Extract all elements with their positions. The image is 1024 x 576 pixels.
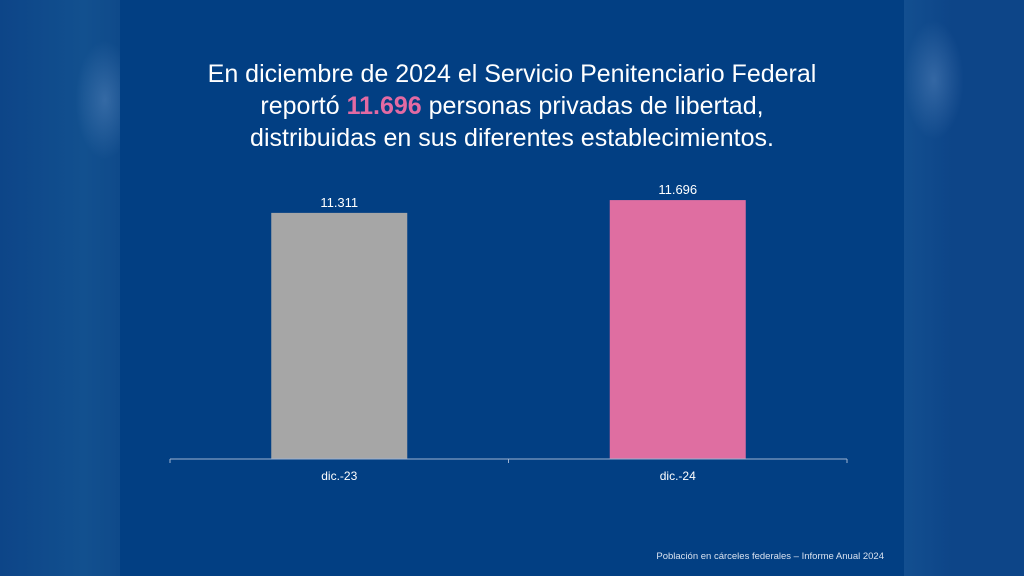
footer-caption: Población en cárceles federales – Inform…: [656, 551, 884, 562]
bar-chart: 11.311 dic.-23 11.696 dic.-24: [169, 182, 848, 483]
x-tick-label: dic.-24: [660, 469, 696, 483]
headline-line-1: En diciembre de 2024 el Servicio Peniten…: [207, 60, 817, 88]
right-blur-margin: [904, 0, 1024, 576]
headline-prefix: reportó: [260, 92, 347, 120]
bar-dic.-23: [271, 212, 408, 459]
data-label: 11.696: [658, 182, 697, 197]
headline-line-3: distribuidas en sus diferentes estableci…: [250, 124, 774, 152]
slide: En diciembre de 2024 el Servicio Peniten…: [120, 0, 904, 576]
headline-highlight-value: 11.696: [346, 92, 422, 120]
headline-suffix: personas privadas de libertad,: [421, 92, 764, 120]
x-tick-label: dic.-23: [321, 469, 357, 483]
data-label: 11.311: [320, 195, 358, 210]
bar-dic.-24: [609, 200, 746, 459]
left-blur-margin: [0, 0, 135, 576]
headline-line-2: reportó 11.696 personas privadas de libe…: [120, 90, 904, 122]
headline: En diciembre de 2024 el Servicio Peniten…: [120, 58, 904, 154]
